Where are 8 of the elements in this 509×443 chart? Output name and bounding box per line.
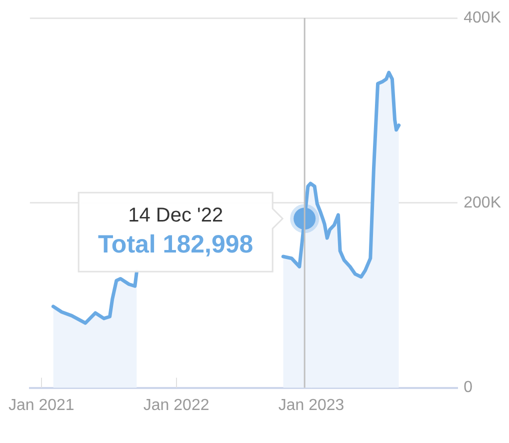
y-tick-label: 400K bbox=[464, 9, 502, 26]
x-tick-label: Jan 2023 bbox=[278, 396, 344, 414]
annotation: 14 Dec '22 bbox=[128, 204, 224, 227]
y-tick-label: 0 bbox=[464, 379, 473, 396]
annotation: Total 182,998 bbox=[98, 230, 254, 259]
x-tick-label: Jan 2021 bbox=[8, 396, 74, 414]
x-tick-label: Jan 2022 bbox=[143, 396, 210, 414]
y-tick-label: 200K bbox=[464, 194, 502, 212]
